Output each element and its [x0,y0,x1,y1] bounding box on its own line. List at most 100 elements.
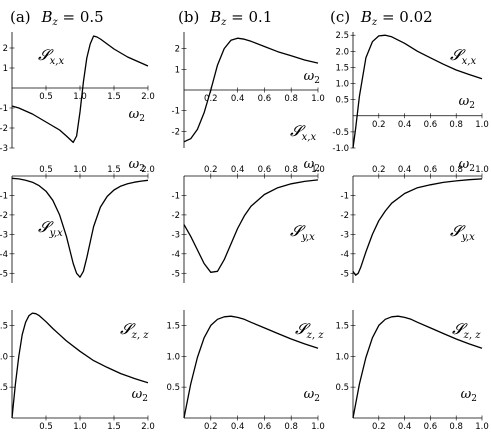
y-tick-label: 1.0 [0,352,8,362]
x-axis-label-sub: 2 [314,164,320,174]
row-label-sub: x,x [462,56,477,67]
y-tick-label: -1 [341,191,349,201]
x-tick-label: 1.0 [475,120,489,130]
x-axis-label-sub: 2 [139,114,145,124]
column-title-c-value: = 0.02 [377,8,433,26]
x-tick-label: 0.8 [449,422,463,432]
x-tick-label: 0.8 [284,422,298,432]
column-title-a-prefix: (a) [10,8,31,26]
y-tick-label: 0.5 [166,383,180,393]
x-axis-label-main: ω [129,107,140,122]
x-axis-label-sub: 2 [471,394,477,404]
row-label-sub: y,x [461,232,476,243]
x-tick-label: 0.6 [258,94,272,104]
x-axis-label-main: ω [304,387,315,402]
y-tick-label: -5 [341,269,349,279]
column-title-a: (a) Bz = 0.5 [10,8,104,28]
y-tick-label: 1 [175,65,180,75]
y-tick-label: -4 [0,250,8,260]
series-line [352,34,483,149]
y-tick-label: -1 [0,104,8,114]
series-line [352,178,483,276]
column-title-b: (b) Bz = 0.1 [178,8,272,28]
x-axis-label-main: ω [304,157,315,172]
x-tick-label: 0.4 [231,94,245,104]
x-axis-label-main: ω [461,387,472,402]
panel-2-1: 0.2 0.4 0.6 0.8 1.0 0.5 1.0 1.5 ω2 𝓢z, z [166,310,325,432]
y-tick-label: 2.5 [335,31,349,41]
column-title-a-sub: z [51,17,58,28]
x-axis-label-main: ω [304,69,315,84]
row-label-sub: y,x [49,228,64,239]
y-tick-label: -2 [341,211,349,221]
x-axis-label: ω2 [304,387,320,404]
y-tick-label: 1 [3,64,8,74]
row-label-sub: x,x [50,56,65,67]
x-tick-label: 0.2 [372,165,386,175]
y-tick-label: 0.5 [0,383,8,393]
x-tick-label: 2.0 [141,422,155,432]
y-tick-label: 2.0 [335,47,349,57]
row-label-sub: y,x [301,232,316,243]
series-line [11,35,149,144]
x-tick-label: 0.8 [284,165,298,175]
x-tick-label: 0.2 [372,120,386,130]
x-axis-label-sub: 2 [139,164,145,174]
row-label: 𝓢x,x [290,122,316,143]
x-tick-label: 0.8 [449,165,463,175]
y-tick-label: -0.5 [332,128,349,138]
y-tick-label: -4 [172,250,180,260]
column-title-a-value: = 0.5 [58,8,104,26]
x-tick-label: 1.5 [107,92,121,102]
series-line [183,37,319,143]
y-tick-label: 2 [175,45,180,55]
column-title-b-sub: z [220,17,227,28]
row-label: 𝓢y,x [290,222,315,243]
y-tick-label: -5 [0,269,8,279]
x-tick-label: 1.0 [311,165,325,175]
x-tick-label: 0.2 [372,422,386,432]
y-tick-label: 1.0 [335,80,349,90]
y-tick-label: 1.5 [335,63,349,73]
column-title-a-var: B [40,8,52,26]
x-axis-label: ω2 [129,157,145,174]
x-axis-label: ω2 [304,69,320,86]
x-tick-label: 0.4 [398,422,412,432]
x-tick-label: 1.0 [73,92,87,102]
x-tick-label: 0.6 [258,165,272,175]
x-tick-label: 0.2 [204,165,218,175]
column-title-c: (c) Bz = 0.02 [330,8,433,28]
row-label-sub: x,x [302,132,317,143]
x-tick-label: 0.6 [258,422,272,432]
x-axis-label-main: ω [459,94,470,109]
y-tick-label: -3 [172,230,180,240]
x-tick-label: 0.2 [204,94,218,104]
row-label: 𝓢y,x [450,222,475,243]
y-tick-label: -1 [0,191,8,201]
row-label: 𝓢x,x [450,46,476,67]
x-tick-label: 2.0 [141,92,155,102]
series-line [11,177,149,278]
x-tick-label: 0.6 [424,422,438,432]
y-tick-label: 0.5 [335,383,349,393]
column-title-c-prefix: (c) [330,8,350,26]
series-line [183,179,319,273]
x-axis-label: ω2 [129,107,145,124]
x-tick-label: 0.4 [231,165,245,175]
x-tick-label: 0.4 [231,422,245,432]
y-tick-label: -2 [172,211,180,221]
row-label-sub: z, z [131,330,150,341]
x-axis-label-sub: 2 [142,394,148,404]
row-label: 𝓢z, z [452,320,481,341]
x-axis-label: ω2 [459,94,475,111]
x-tick-label: 1.0 [311,422,325,432]
series-line [11,312,149,419]
x-tick-label: 0.5 [39,422,53,432]
x-tick-label: 0.5 [39,165,53,175]
row-label-sub: z, z [463,330,482,341]
x-axis-label-sub: 2 [469,164,475,174]
x-tick-label: 1.0 [73,165,87,175]
row-label-sub: z, z [306,330,325,341]
